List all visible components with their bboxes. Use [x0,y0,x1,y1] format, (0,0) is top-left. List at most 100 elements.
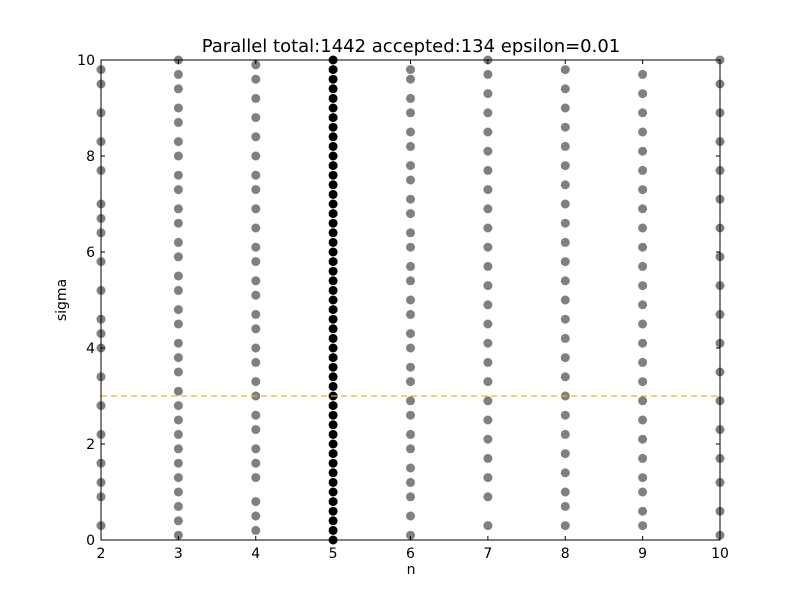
rejected-point [560,429,570,439]
rejected-point [638,146,648,156]
rejected-point [173,151,183,161]
rejected-point [251,458,261,468]
y-axis-label: sigma [54,279,70,321]
rejected-point [251,343,261,353]
rejected-point [406,65,415,75]
rejected-point [483,89,493,99]
accepted-point [328,93,338,103]
accepted-point [328,324,338,334]
accepted-point [328,525,338,535]
rejected-point [173,444,183,454]
accepted-point [328,189,338,199]
rejected-point [638,434,648,444]
rejected-point [560,353,570,363]
accepted-point [328,65,338,75]
accepted-point [328,122,338,132]
rejected-point [483,434,493,444]
rejected-point [251,223,261,233]
rejected-point [251,444,261,454]
rejected-point [638,127,648,137]
rejected-point [483,453,493,463]
rejected-point [251,290,261,300]
accepted-point [328,74,338,84]
rejected-point [638,396,648,406]
rejected-point [483,357,493,367]
rejected-point [173,84,183,94]
rejected-point [638,185,648,195]
rejected-point [173,218,183,228]
rejected-point [638,319,648,329]
rejected-point [560,314,570,324]
rejected-point [251,377,261,387]
rejected-point [173,103,183,113]
accepted-point [328,458,338,468]
rejected-point [406,108,415,118]
rejected-point [406,209,415,219]
rejected-point [251,93,261,103]
rejected-point [638,108,648,118]
rejected-point [560,199,570,209]
rejected-point [251,151,261,161]
rejected-point [406,161,415,171]
accepted-point [328,362,338,372]
rejected-point [483,492,493,502]
rejected-point [638,261,648,271]
accepted-point [328,449,338,459]
rejected-point [406,127,415,137]
accepted-point [328,487,338,497]
rejected-point [251,132,261,142]
rejected-point [483,300,493,310]
rejected-point [251,410,261,420]
rejected-point [173,516,183,526]
accepted-point [328,516,338,526]
rejected-point [251,309,261,319]
rejected-point [560,65,570,75]
x-tick-label: 5 [329,546,338,562]
rejected-point [173,473,183,483]
accepted-point [328,497,338,507]
rejected-point [483,69,493,79]
rejected-point [406,511,415,521]
rejected-point [638,300,648,310]
rejected-point [560,237,570,247]
rejected-point [406,175,415,185]
rejected-point [251,497,261,507]
rejected-point [173,285,183,295]
rejected-point [483,127,493,137]
accepted-point [328,141,338,151]
rejected-point [251,113,261,123]
rejected-point [406,492,415,502]
y-tick-label: 2 [86,437,95,453]
rejected-point [406,309,415,319]
rejected-point [638,89,648,99]
x-tick-label: 10 [711,546,729,562]
y-tick-label: 0 [86,533,95,549]
rejected-point [483,521,493,531]
rejected-point [173,415,183,425]
rejected-point [560,410,570,420]
rejected-point [560,487,570,497]
x-tick-label: 2 [97,546,106,562]
rejected-point [560,333,570,343]
rejected-point [173,338,183,348]
accepted-point [328,113,338,123]
rejected-point [251,257,261,267]
y-tick-label: 8 [86,149,95,165]
rejected-point [406,429,415,439]
rejected-point [406,242,415,252]
rejected-point [173,137,183,147]
rejected-point [173,367,183,377]
rejected-point [638,415,648,425]
rejected-point [406,93,415,103]
rejected-point [173,185,183,195]
rejected-point [251,425,261,435]
rejected-point [251,473,261,483]
rejected-point [173,252,183,262]
rejected-point [406,463,415,473]
rejected-point [173,353,183,363]
x-tick-label: 9 [638,546,647,562]
accepted-point [328,468,338,478]
rejected-point [173,319,183,329]
rejected-point [406,343,415,353]
